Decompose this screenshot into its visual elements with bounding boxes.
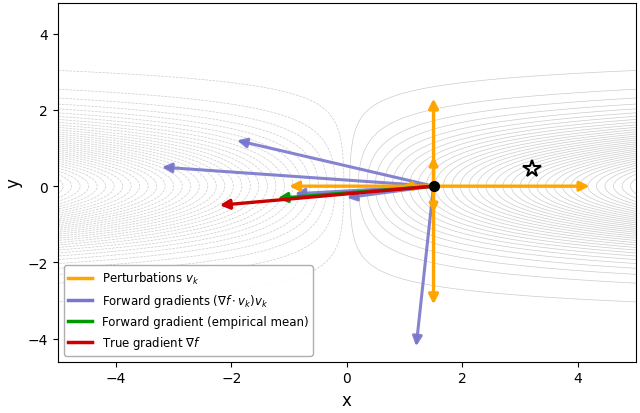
Legend: Perturbations $v_k$, Forward gradients $(\nabla f \cdot v_k)v_k$, Forward gradie: Perturbations $v_k$, Forward gradients $… [64,266,313,356]
X-axis label: x: x [342,391,352,409]
Y-axis label: y: y [4,178,22,188]
